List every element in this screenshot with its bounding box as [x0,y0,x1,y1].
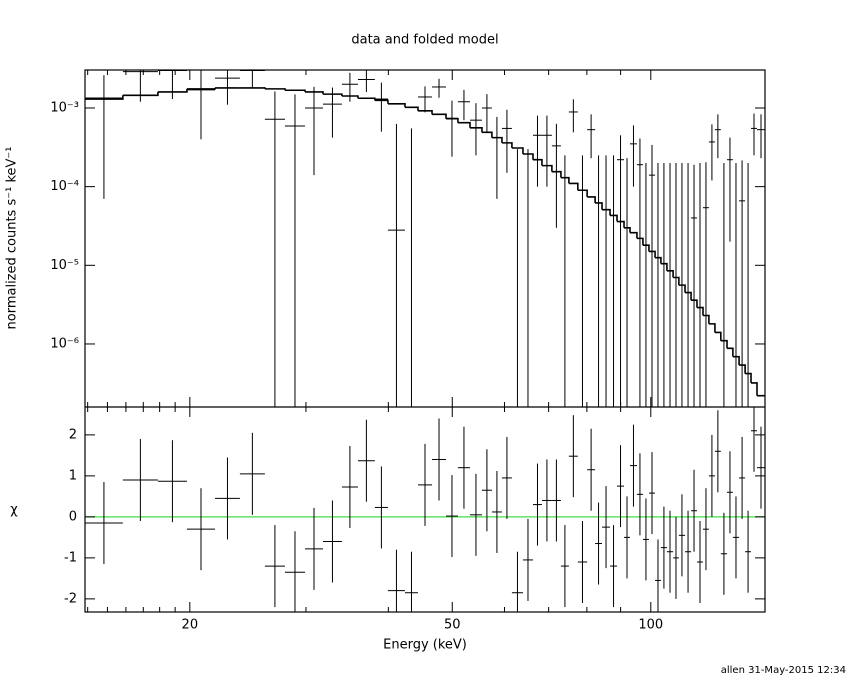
footer: allen 31-May-2015 12:34 [721,665,846,676]
model-step [387,103,406,108]
y-tick-label: 2 [69,427,77,442]
model-step [284,89,306,92]
model-step [532,158,543,166]
model-step [457,121,471,128]
chart-title: data and folded model [351,33,498,48]
model-step [642,244,650,252]
model-step [703,314,710,324]
model-step [577,189,588,197]
model-step [678,284,686,293]
model-step [551,170,562,178]
x-axis-label: Energy (keV) [383,638,467,653]
model-step [239,87,266,89]
model-step [745,372,752,383]
model-step [417,110,433,115]
model-step [648,250,656,258]
model-step [85,95,124,100]
y-tick-label: 10⁻⁵ [50,258,79,273]
model-step [122,91,159,97]
model-step [739,364,746,374]
model-step [469,126,483,133]
model-step [714,331,722,341]
model-step [374,99,389,104]
model-step [610,214,618,222]
model-step [501,142,513,148]
model-step [404,106,419,111]
model-step [691,299,698,308]
y-tick-label: -2 [64,591,77,606]
model-step [587,196,596,203]
y-tick-label: 0 [69,509,77,524]
model-step [673,276,680,286]
model-step [264,88,286,91]
model-step [568,182,579,191]
model-step [560,176,570,184]
model-step [696,306,704,316]
y-axis-label: χ [10,503,18,518]
x-tick-label: 50 [444,618,461,633]
y-tick-label: 10⁻⁶ [50,336,79,351]
y-tick-label: 10⁻⁴ [50,179,79,194]
model-step [595,202,603,210]
model-step [305,91,324,95]
y-tick-label: 1 [69,468,77,483]
model-step [357,97,376,101]
x-tick-label: 20 [182,618,199,633]
model-step [727,347,734,357]
residual-panel [85,407,765,612]
model-step [624,226,631,233]
model-step [481,131,493,138]
spectrum-panel [85,70,765,407]
y-tick-label: -1 [64,550,77,565]
model-step [708,323,716,333]
model-step [655,256,662,264]
model-step [617,220,625,228]
model-step [660,262,668,271]
y-tick-label: 10⁻³ [50,100,79,115]
model-step [186,87,216,90]
axes: 10⁻³ 10⁻⁴ 10⁻⁵ 10⁻⁶ -2 -1 0 1 2 20 50 100 [50,70,765,633]
model-step [541,164,553,172]
model-step [685,291,692,301]
x-tick-label: 100 [638,618,663,633]
y-axis-label: normalized counts s⁻¹ keV⁻¹ [5,147,20,330]
model-step [732,355,740,366]
model-step [511,147,524,155]
model-step [636,237,644,246]
model-step [341,95,359,99]
model-step [751,382,758,396]
model-step [522,153,534,160]
model-step [432,113,447,119]
model-step [720,339,728,349]
frame [84,69,766,613]
model-step [630,231,638,239]
model-step [602,208,611,216]
model-step [666,270,674,278]
